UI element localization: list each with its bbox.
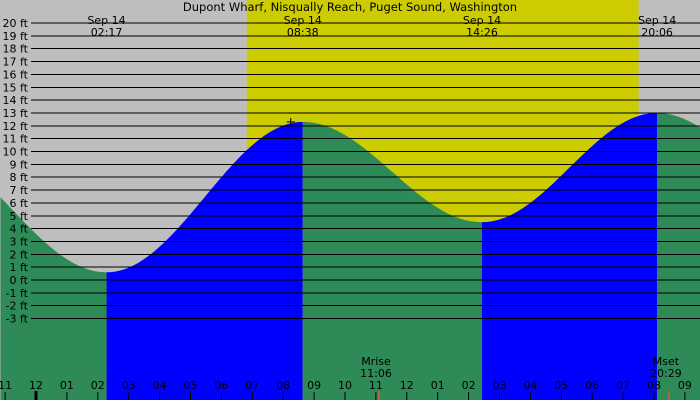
tide-event-date: Sep 14 (463, 14, 501, 27)
height-gridlines (31, 22, 700, 320)
height-tick-label: 19 ft (3, 30, 29, 43)
rising-tide-segment (106, 121, 303, 400)
hour-tick-label: 09 (678, 379, 692, 392)
falling-tide-segment (302, 121, 482, 400)
falling-tide-segment (0, 197, 107, 400)
height-tick-label: 15 ft (3, 81, 29, 94)
chart-title: Dupont Wharf, Nisqually Reach, Puget Sou… (183, 0, 517, 14)
hour-tick-label: 12 (29, 379, 43, 392)
hour-tick-label: 11 (0, 379, 12, 392)
tide-event-time: 02:17 (91, 26, 123, 39)
hour-axis: 11 12 01 02 03 04 05 06 07 08 09 10 11 12 01 02 03 04 05 06… (0, 379, 692, 400)
tide-area (0, 112, 700, 400)
hour-tick-label: 11 (369, 379, 383, 392)
rising-tide-segment (481, 112, 658, 400)
hour-tick-label: 05 (184, 379, 198, 392)
falling-tide-segment (657, 112, 700, 400)
hour-tick-label: 08 (276, 379, 290, 392)
tide-event-time: 20:06 (641, 26, 673, 39)
height-tick-label: 8 ft (10, 171, 29, 184)
height-tick-label: 10 ft (3, 146, 29, 159)
hour-tick-label: 12 (400, 379, 414, 392)
height-tick-label: 14 ft (3, 94, 29, 107)
hour-tick-label: 03 (493, 379, 507, 392)
tide-event-time: 14:26 (466, 26, 498, 39)
height-tick-label: -3 ft (6, 313, 29, 326)
height-tick-label: 0 ft (10, 274, 29, 287)
hour-tick-label: 07 (245, 379, 259, 392)
hour-tick-label: 04 (523, 379, 537, 392)
height-tick-label: 7 ft (10, 184, 29, 197)
moon-event-label: Mrise (361, 355, 391, 368)
hour-tick-label: 08 (647, 379, 661, 392)
hour-tick-label: 06 (585, 379, 599, 392)
height-tick-label: 1 ft (10, 261, 29, 274)
height-tick-label: 20 ft (3, 17, 29, 30)
height-tick-label: 9 ft (10, 158, 29, 171)
height-tick-label: 18 ft (3, 43, 29, 56)
height-tick-label: 16 ft (3, 68, 29, 81)
tide-event-time: 08:38 (287, 26, 319, 39)
height-tick-label: 12 ft (3, 120, 29, 133)
hour-tick-label: 06 (214, 379, 228, 392)
moon-event-time: 11:06 (360, 367, 392, 380)
hour-tick-label: 07 (616, 379, 630, 392)
hour-tick-label: 02 (91, 379, 105, 392)
height-tick-label: 17 ft (3, 56, 29, 69)
hour-tick-label: 10 (338, 379, 352, 392)
moon-event-label: Mset (653, 355, 680, 368)
hour-tick-label: 01 (60, 379, 74, 392)
tide-event-date: Sep 14 (638, 14, 676, 27)
height-tick-label: -2 ft (6, 300, 29, 313)
height-tick-label: 11 ft (3, 133, 29, 146)
height-tick-label: 6 ft (10, 197, 29, 210)
height-tick-label: 5 ft (10, 210, 29, 223)
hour-tick-label: 03 (122, 379, 136, 392)
hour-tick-label: 02 (462, 379, 476, 392)
height-tick-label: -1 ft (6, 287, 29, 300)
hour-tick-label: 09 (307, 379, 321, 392)
tide-event-date: Sep 14 (284, 14, 322, 27)
hour-tick-label: 05 (554, 379, 568, 392)
tide-event-date: Sep 14 (87, 14, 125, 27)
hour-tick-label: 01 (431, 379, 445, 392)
moon-event-time: 20:29 (650, 367, 682, 380)
height-tick-label: 3 ft (10, 235, 29, 248)
height-tick-label: 2 ft (10, 248, 29, 261)
height-tick-label: 13 ft (3, 107, 29, 120)
hour-tick-label: 04 (153, 379, 167, 392)
height-tick-label: 4 ft (10, 223, 29, 236)
